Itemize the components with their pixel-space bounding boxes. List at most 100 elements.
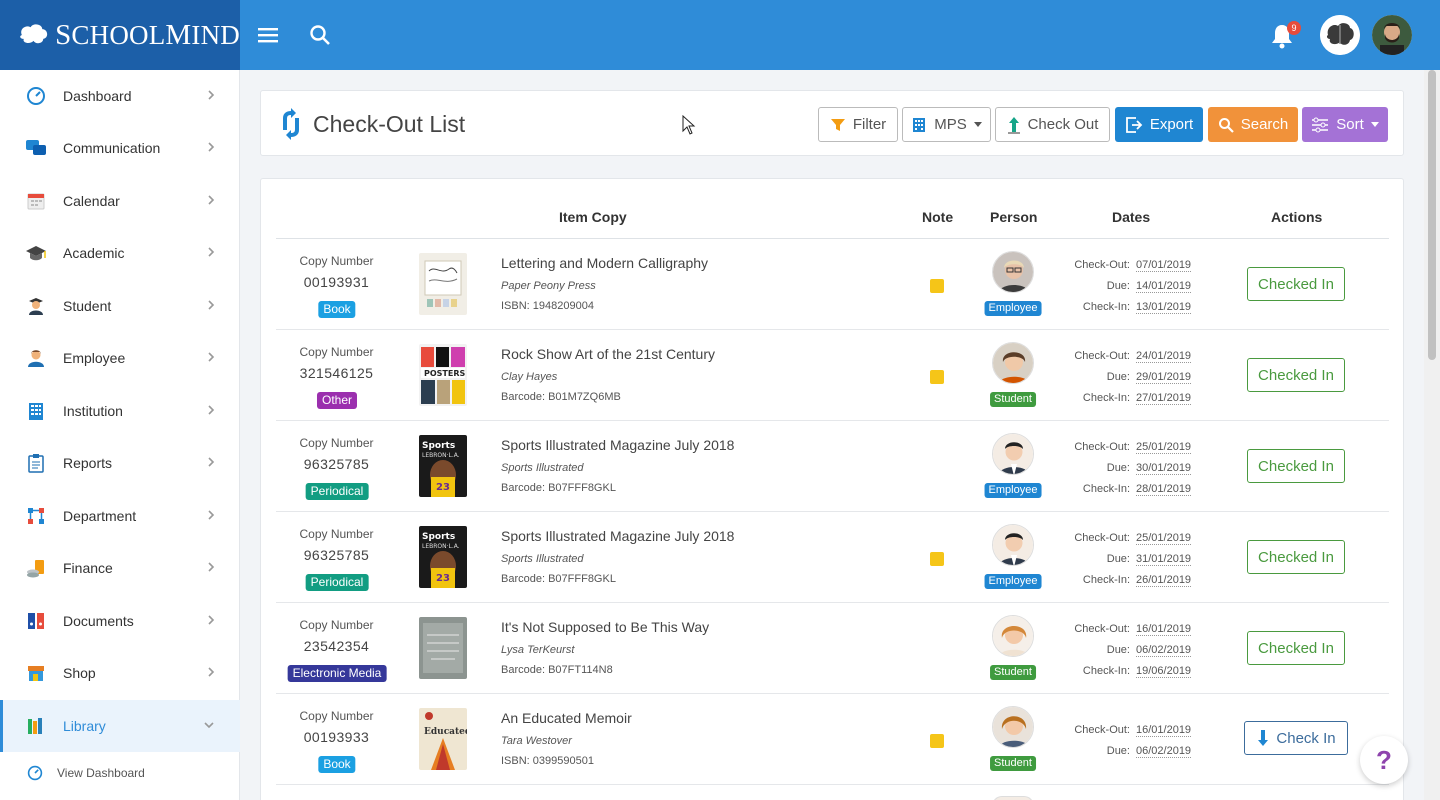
copy-number[interactable]: 00193931	[303, 274, 370, 290]
table-row[interactable]: Copy Number 96325785 Periodical Sports LE…	[276, 512, 1389, 603]
sidebar-subitem-view-dashboard[interactable]: View Dashboard	[0, 753, 240, 793]
item-title[interactable]: Rock Show Art of the 21st Century	[501, 346, 715, 362]
sidebar-item-academic[interactable]: Academic	[0, 227, 240, 279]
table-row[interactable]: Copy Number 00193931 Book Lettering and …	[276, 239, 1389, 330]
scrollbar-thumb[interactable]	[1428, 70, 1436, 360]
help-button[interactable]: ?	[1360, 736, 1408, 784]
person-avatar[interactable]	[992, 524, 1034, 566]
note-icon[interactable]	[930, 552, 944, 566]
item-title[interactable]: An Educated Memoir	[501, 710, 632, 726]
book-cover-image[interactable]: POSTERS	[419, 344, 467, 406]
checkout-date[interactable]: 25/01/2019	[1136, 532, 1192, 545]
sidebar-item-documents[interactable]: Documents	[0, 595, 240, 647]
copy-number[interactable]: 23542354	[303, 638, 370, 654]
person-type-badge: Student	[990, 756, 1036, 771]
sort-dropdown-button[interactable]: Sort	[1302, 107, 1388, 142]
sidebar-item-library[interactable]: Library	[0, 700, 240, 752]
table-row[interactable]: Copy Number 00193933 Book Educated An Ed…	[276, 694, 1389, 785]
column-header-person[interactable]: Person	[990, 209, 1038, 225]
sidebar-item-finance[interactable]: Finance	[0, 542, 240, 594]
copy-number[interactable]: 96325785	[303, 456, 370, 472]
checkout-date[interactable]: 24/01/2019	[1136, 350, 1192, 363]
note-icon[interactable]	[930, 370, 944, 384]
magazine-cover-image[interactable]: Sports LEBRON·L.A. 23	[419, 526, 467, 588]
sidebar-item-employee[interactable]: Employee	[0, 332, 240, 384]
table-row[interactable]: Copy Number 321546125 Other POSTERS Rock…	[276, 330, 1389, 421]
checkin-date[interactable]: 13/01/2019	[1136, 301, 1192, 314]
copy-number[interactable]: 96325785	[303, 547, 370, 563]
checkin-date[interactable]: 19/06/2019	[1136, 665, 1192, 678]
column-header-note[interactable]: Note	[922, 209, 954, 225]
hamburger-menu-icon[interactable]	[255, 22, 281, 48]
sidebar-item-label: Institution	[63, 403, 123, 419]
book-cover-image[interactable]	[419, 253, 467, 315]
due-date-label: Due:	[1106, 371, 1130, 383]
checkout-date[interactable]: 16/01/2019	[1136, 623, 1192, 636]
page-scrollbar[interactable]	[1424, 70, 1440, 800]
table-row[interactable]: Copy Number 23542354 Electronic Media It…	[276, 603, 1389, 694]
book-cover-image[interactable]: Educated	[419, 708, 467, 770]
person-avatar[interactable]	[992, 615, 1034, 657]
checked-in-button[interactable]: Checked In	[1247, 449, 1345, 483]
sidebar-item-dashboard[interactable]: Dashboard	[0, 70, 240, 122]
person-avatar[interactable]	[992, 342, 1034, 384]
export-button[interactable]: Export	[1115, 107, 1203, 142]
due-date[interactable]: 06/02/2019	[1136, 745, 1192, 758]
checkin-date[interactable]: 27/01/2019	[1136, 392, 1192, 405]
checkout-date[interactable]: 25/01/2019	[1136, 441, 1192, 454]
due-date[interactable]: 31/01/2019	[1136, 553, 1192, 566]
checked-in-button[interactable]: Checked In	[1247, 267, 1345, 301]
sidebar-item-shop[interactable]: Shop	[0, 647, 240, 699]
check-out-button[interactable]: Check Out	[995, 107, 1110, 142]
checked-in-button[interactable]: Checked In	[1247, 358, 1345, 392]
sidebar-item-department[interactable]: Department	[0, 490, 240, 542]
search-icon[interactable]	[307, 22, 333, 48]
due-date[interactable]: 29/01/2019	[1136, 371, 1192, 384]
checked-in-button[interactable]: Checked In	[1247, 631, 1345, 665]
column-header-actions[interactable]: Actions	[1271, 209, 1323, 225]
note-icon[interactable]	[930, 734, 944, 748]
checkin-date[interactable]: 26/01/2019	[1136, 574, 1192, 587]
person-avatar[interactable]	[992, 706, 1034, 748]
checkin-date[interactable]: 28/01/2019	[1136, 483, 1192, 496]
mouse-cursor-icon	[682, 115, 696, 135]
column-header-item-copy[interactable]: Item Copy	[559, 209, 627, 225]
due-date[interactable]: 30/01/2019	[1136, 462, 1192, 475]
copy-number[interactable]: 321546125	[299, 365, 374, 381]
column-header-dates[interactable]: Dates	[1112, 209, 1151, 225]
brain-avatar[interactable]	[1320, 15, 1360, 55]
checkout-date[interactable]: 16/01/2019	[1136, 724, 1192, 737]
sidebar-item-student[interactable]: Student	[0, 280, 240, 332]
sidebar-item-reports[interactable]: Reports	[0, 437, 240, 489]
sidebar-item-institution[interactable]: Institution	[0, 385, 240, 437]
chevron-right-icon	[208, 457, 215, 467]
user-avatar[interactable]	[1372, 15, 1412, 55]
item-type-badge: Periodical	[305, 483, 369, 500]
sidebar-item-communication[interactable]: Communication	[0, 122, 240, 174]
search-button[interactable]: Search	[1208, 107, 1298, 142]
due-date[interactable]: 06/02/2019	[1136, 644, 1192, 657]
checkout-date-label: Check-Out:	[1074, 441, 1130, 453]
checked-in-button[interactable]: Checked In	[1247, 540, 1345, 574]
note-icon[interactable]	[930, 279, 944, 293]
item-title[interactable]: Sports Illustrated Magazine July 2018	[501, 528, 735, 544]
sidebar-item-calendar[interactable]: Calendar	[0, 175, 240, 227]
copy-number[interactable]: 00193933	[303, 729, 370, 745]
notification-badge: 9	[1287, 21, 1301, 35]
checkout-date[interactable]: 07/01/2019	[1136, 259, 1192, 272]
person-avatar[interactable]	[992, 433, 1034, 475]
book-cover-image[interactable]	[419, 617, 467, 679]
filter-button[interactable]: Filter	[818, 107, 898, 142]
due-date[interactable]: 14/01/2019	[1136, 280, 1192, 293]
person-avatar[interactable]	[992, 251, 1034, 293]
item-title[interactable]: It's Not Supposed to Be This Way	[501, 619, 710, 635]
mps-dropdown-button[interactable]: MPS	[902, 107, 991, 142]
item-title[interactable]: Lettering and Modern Calligraphy	[501, 255, 709, 271]
table-row[interactable]: Copy Number 96325785 Periodical Sports LE…	[276, 421, 1389, 512]
check-in-button[interactable]: Check In	[1244, 721, 1348, 755]
item-title[interactable]: Sports Illustrated Magazine July 2018	[501, 437, 735, 453]
item-type-badge: Electronic Media	[287, 665, 387, 682]
magazine-cover-image[interactable]: Sports LEBRON·L.A. 23	[419, 435, 467, 497]
chevron-right-icon	[208, 510, 215, 520]
brand[interactable]: SCHOOLMIND	[0, 0, 240, 70]
